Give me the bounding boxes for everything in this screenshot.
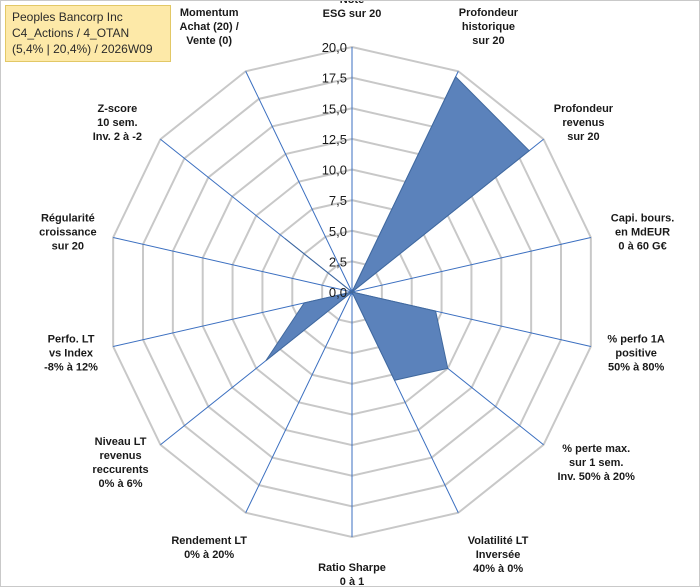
- axis-label: Profondeur historique sur 20: [459, 7, 519, 47]
- company-name: Peoples Bancorp Inc: [12, 10, 123, 24]
- axis-label-line: positive: [615, 348, 657, 360]
- axis-label: % perte max. sur 1 sem. Inv. 50% à 20%: [558, 443, 636, 483]
- axis-label-line: Inv. 2 à -2: [93, 131, 142, 143]
- axis-label: % perfo 1A positive 50% à 80%: [607, 334, 665, 374]
- axis-label-line: Régularité: [41, 212, 95, 224]
- info-box: Peoples Bancorp Inc C4_Actions / 4_OTAN …: [5, 5, 171, 62]
- axis-label-line: revenus: [99, 450, 141, 462]
- axis-label: Volatilité LT Inversée 40% à 0%: [468, 535, 529, 575]
- axis-label-line: -8% à 12%: [44, 362, 98, 374]
- axis-label: Ratio Sharpe 0 à 1: [318, 562, 386, 586]
- axis-label: Z-score 10 sem. Inv. 2 à -2: [93, 103, 142, 143]
- tick-label: 12,5: [322, 132, 347, 147]
- axis-label-line: vs Index: [49, 348, 94, 360]
- axis-label: Niveau LT revenus reccurents 0% à 6%: [92, 436, 148, 490]
- axis-label-line: Vente (0): [186, 35, 232, 47]
- tick-label: 15,0: [322, 101, 347, 116]
- axis-label-line: 50% à 80%: [608, 362, 664, 374]
- axis-label-line: historique: [462, 21, 515, 33]
- spoke-line: [113, 236, 353, 293]
- axis-label-line: Z-score: [97, 103, 137, 115]
- axis-label: Perfo. LT vs Index -8% à 12%: [44, 334, 98, 374]
- tick-label: 2,5: [329, 254, 347, 269]
- axis-label-line: 0% à 6%: [99, 478, 143, 490]
- axis-label-line: sur 20: [472, 35, 504, 47]
- axis-label-line: Profondeur: [554, 103, 614, 115]
- axis-label-line: Capi. bours.: [611, 212, 675, 224]
- period-label: (5,4% | 20,4%) / 2026W09: [12, 42, 153, 56]
- tick-label: 0,0: [329, 285, 347, 300]
- axis-label: Note ESG sur 20: [323, 1, 382, 20]
- tick-label: 5,0: [329, 224, 347, 239]
- axis-label-line: 0 à 60 G€: [618, 240, 666, 252]
- axis-label-line: Volatilité LT: [468, 535, 529, 547]
- axis-label: Rendement LT 0% à 20%: [171, 535, 247, 561]
- axis-label-line: croissance: [39, 226, 96, 238]
- axis-label-line: en MdEUR: [615, 226, 670, 238]
- series-area: [265, 75, 530, 381]
- axis-label-line: 10 sem.: [97, 117, 137, 129]
- axis-label: Capi. bours. en MdEUR 0 à 60 G€: [611, 212, 675, 252]
- axis-label-line: sur 1 sem.: [569, 457, 623, 469]
- axis-label-line: 0% à 20%: [184, 549, 234, 561]
- axis-label-line: reccurents: [92, 464, 148, 476]
- axis-label-line: Rendement LT: [171, 535, 247, 547]
- axis-label-line: Achat (20) /: [180, 21, 239, 33]
- axis-label-line: Momentum: [180, 7, 239, 19]
- axis-label-line: Perfo. LT: [48, 334, 95, 346]
- axis-label-line: % perte max.: [562, 443, 630, 455]
- tick-label: 20,0: [322, 40, 347, 55]
- axis-label-line: Profondeur: [459, 7, 519, 19]
- axis-label-line: % perfo 1A: [607, 334, 665, 346]
- axis-label-line: Note: [340, 1, 364, 6]
- axis-label-line: Ratio Sharpe: [318, 562, 386, 574]
- spoke-line: [245, 71, 353, 293]
- tick-label: 10,0: [322, 163, 347, 178]
- axis-label-line: 0 à 1: [340, 576, 364, 586]
- axis-label: Momentum Achat (20) / Vente (0): [180, 7, 239, 47]
- tick-label: 17,5: [322, 71, 347, 86]
- axis-label-line: Niveau LT: [95, 436, 147, 448]
- axis-label: Profondeur revenus sur 20: [554, 103, 614, 143]
- axis-label-line: sur 20: [52, 240, 84, 252]
- axis-label: Régularité croissance sur 20: [39, 212, 96, 252]
- tick-label: 7,5: [329, 193, 347, 208]
- portfolio-label: C4_Actions / 4_OTAN: [12, 26, 130, 40]
- axis-label-line: ESG sur 20: [323, 8, 382, 20]
- axis-label-line: Inversée: [476, 549, 521, 561]
- axis-label-line: Inv. 50% à 20%: [558, 471, 636, 483]
- axis-label-line: revenus: [562, 117, 604, 129]
- axis-label-line: 40% à 0%: [473, 563, 523, 575]
- axis-label-line: sur 20: [567, 131, 599, 143]
- spoke-line: [351, 236, 591, 293]
- spoke-line: [245, 291, 353, 513]
